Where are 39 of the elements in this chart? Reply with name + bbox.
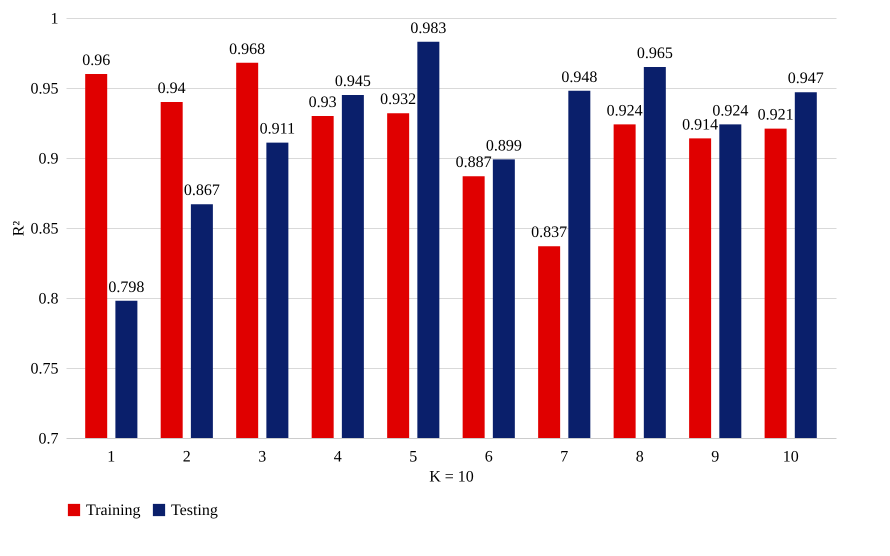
y-tick-label: 0.8	[38, 290, 58, 308]
data-label: 0.94	[158, 80, 186, 97]
x-tick-label: 1	[107, 448, 116, 466]
y-axis-title: R²	[10, 220, 28, 236]
data-label: 0.96	[82, 52, 110, 69]
y-tick-label: 1	[50, 10, 58, 28]
x-tick-label: 9	[711, 448, 720, 466]
data-label: 0.948	[561, 68, 598, 86]
data-label: 0.947	[788, 70, 824, 88]
x-tick-label: 3	[258, 448, 266, 466]
x-tick-label: 7	[560, 448, 568, 466]
x-tick-label: 4	[334, 448, 342, 466]
y-tick-label: 0.85	[30, 220, 58, 238]
data-label: 0.932	[380, 91, 416, 108]
x-axis-title: K = 10	[429, 468, 474, 486]
y-tick-label: 0.9	[38, 150, 58, 168]
data-label: 0.798	[108, 278, 144, 296]
y-tick-label: 0.7	[38, 430, 58, 448]
data-label: 0.899	[486, 137, 522, 154]
data-label: 0.965	[636, 45, 673, 62]
data-label: 0.968	[229, 40, 266, 58]
data-label: 0.867	[184, 182, 220, 200]
legend-label: Training	[86, 502, 141, 519]
x-tick-label: 10	[782, 448, 799, 466]
legend-label: Testing	[171, 502, 218, 519]
data-label: 0.924	[606, 102, 643, 120]
data-label: 0.837	[531, 224, 568, 242]
data-label: 0.911	[260, 120, 296, 138]
data-label: 0.887	[456, 154, 492, 172]
x-tick-label: 6	[484, 448, 493, 466]
data-label: 0.983	[410, 20, 446, 37]
x-tick-label: 2	[182, 448, 191, 466]
data-label: 0.945	[334, 73, 371, 90]
y-tick-label: 0.95	[30, 80, 58, 98]
data-label: 0.93	[308, 94, 337, 111]
data-label: 0.921	[758, 106, 794, 124]
x-tick-label: 8	[636, 448, 644, 466]
y-tick-label: 0.75	[30, 360, 58, 378]
x-tick-label: 5	[409, 448, 418, 466]
